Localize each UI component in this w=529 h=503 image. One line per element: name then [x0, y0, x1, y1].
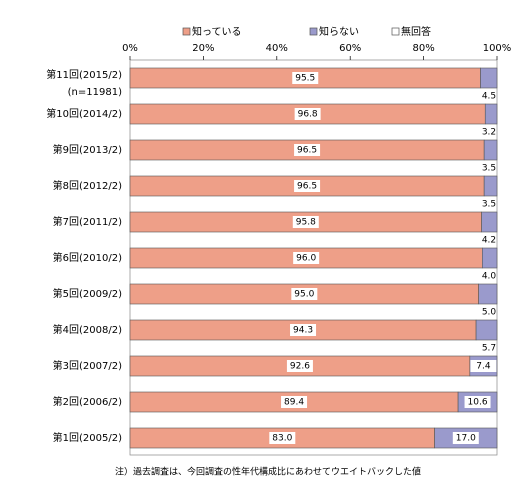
category-label: 第1回(2005/2)	[53, 431, 122, 444]
category-label: 第8回(2012/2)	[53, 179, 122, 192]
label-bg	[292, 72, 319, 84]
bar-segment	[482, 247, 498, 269]
category-label: 第3回(2007/2)	[53, 359, 122, 372]
bar-segment	[478, 283, 498, 305]
footnote: 注）過去調査は、今回調査の性年代構成比にあわせてウエイトバックした値	[115, 466, 421, 478]
legend-swatch	[182, 27, 191, 36]
value-label: 96.5	[297, 146, 317, 156]
label-bg	[294, 180, 321, 192]
value-label: 5.7	[482, 344, 496, 354]
x-tick-label: 0%	[122, 43, 138, 54]
value-label: 17.0	[456, 434, 476, 444]
category-label: 第4回(2008/2)	[53, 323, 122, 336]
value-label: 96.0	[296, 254, 316, 264]
legend-label: 知らない	[319, 25, 359, 38]
x-tick-label: 60%	[339, 43, 361, 54]
category-label: 第10回(2014/2)	[46, 107, 122, 120]
legend-swatch	[391, 27, 400, 36]
value-label: 96.8	[298, 110, 318, 120]
label-bg	[294, 144, 321, 156]
label-bg	[281, 396, 308, 408]
label-bg	[464, 396, 491, 408]
label-bg	[291, 288, 318, 300]
value-label: 5.0	[482, 308, 497, 318]
category-label: 第9回(2013/2)	[53, 143, 122, 156]
sample-note: (n=11981)	[68, 87, 122, 98]
bar-segment	[483, 139, 498, 161]
legend-swatch	[309, 27, 318, 36]
bar-segment	[475, 319, 498, 341]
value-label: 4.5	[482, 92, 496, 102]
value-label: 95.5	[295, 74, 315, 84]
value-label: 10.6	[468, 398, 488, 408]
label-bg	[294, 108, 321, 120]
category-label: 第5回(2009/2)	[53, 287, 122, 300]
bar-segment	[481, 211, 498, 233]
label-bg	[292, 216, 319, 228]
x-tick-label: 80%	[412, 43, 434, 54]
value-label: 83.0	[272, 434, 292, 444]
label-bg	[290, 324, 317, 336]
value-label: 3.2	[482, 128, 496, 138]
bar-segment	[480, 67, 498, 89]
value-label: 4.2	[482, 236, 496, 246]
value-label: 92.6	[290, 362, 310, 372]
value-label: 4.0	[482, 272, 497, 282]
value-label: 95.8	[296, 218, 316, 228]
x-tick-label: 40%	[266, 43, 288, 54]
value-label: 96.5	[297, 182, 317, 192]
value-label: 94.3	[293, 326, 313, 336]
category-label: 第6回(2010/2)	[53, 251, 122, 264]
bar-segment	[484, 103, 498, 125]
bar-segment	[483, 175, 498, 197]
value-label: 95.0	[294, 290, 314, 300]
value-label: 3.5	[482, 200, 496, 210]
legend-label: 知っている	[192, 25, 242, 38]
category-label: 第7回(2011/2)	[53, 215, 122, 228]
category-label: 第11回(2015/2)	[46, 68, 122, 81]
label-bg	[452, 432, 479, 444]
value-label: 7.4	[476, 362, 491, 372]
value-label: 3.5	[482, 164, 496, 174]
label-bg	[286, 360, 313, 372]
label-bg	[293, 252, 320, 264]
legend-label: 無回答	[401, 25, 431, 38]
category-label: 第2回(2006/2)	[53, 395, 122, 408]
value-label: 89.4	[284, 398, 304, 408]
label-bg	[269, 432, 296, 444]
x-tick-label: 20%	[192, 43, 214, 54]
label-bg	[470, 360, 497, 372]
x-tick-label: 100%	[483, 43, 512, 54]
